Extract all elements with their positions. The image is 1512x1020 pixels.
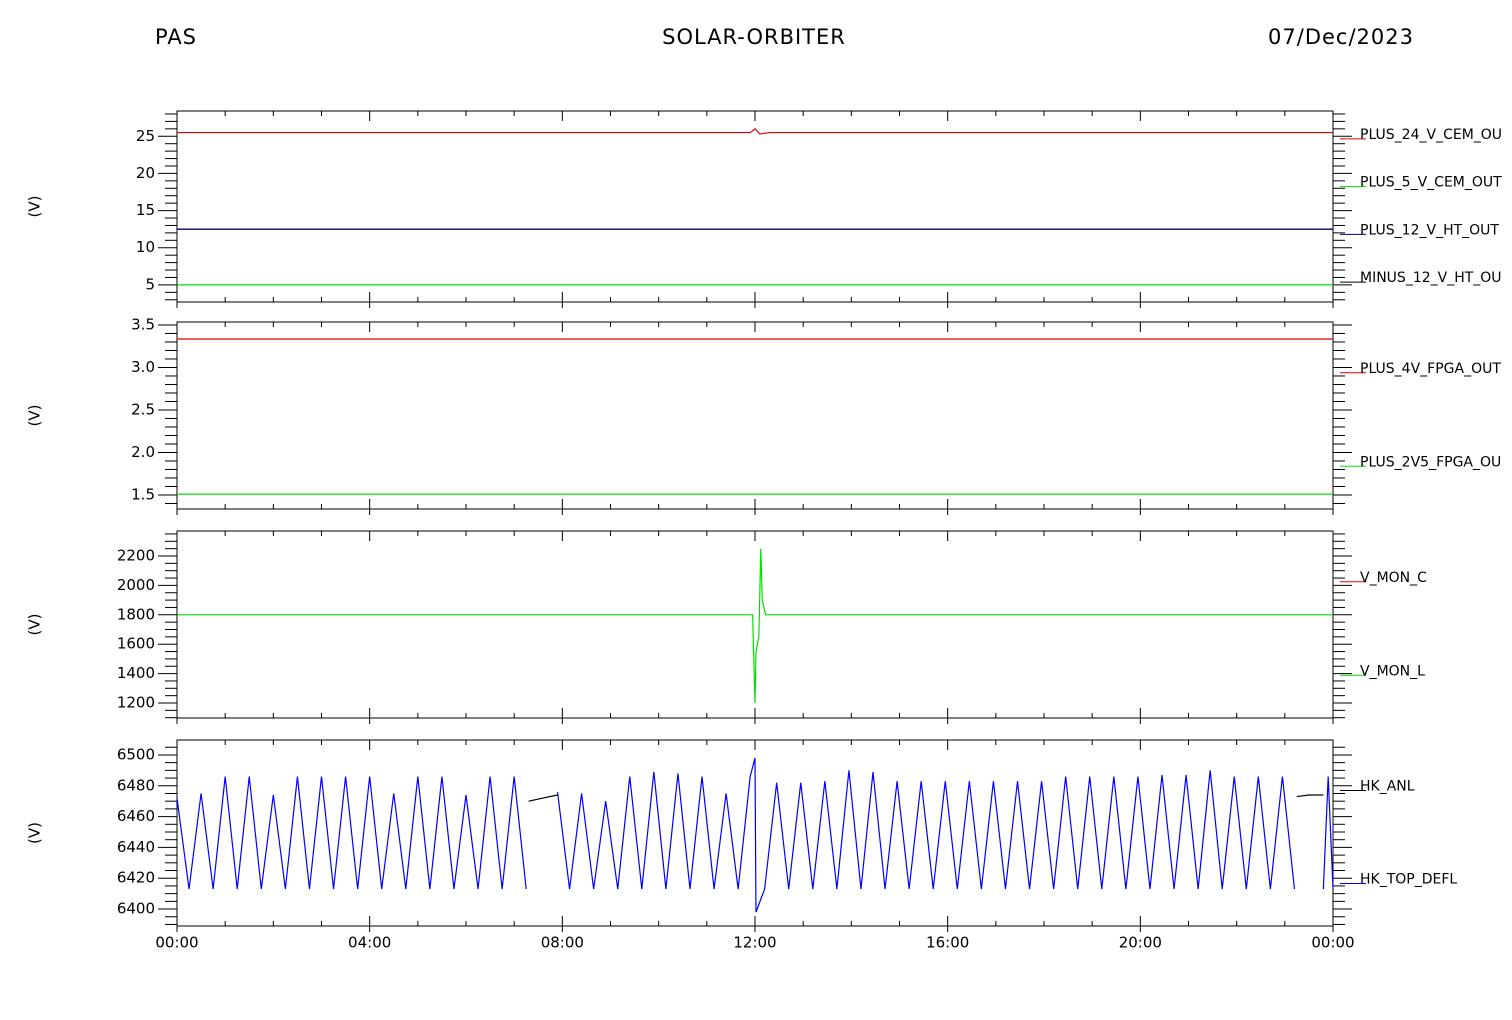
- x-tick-label: 08:00: [541, 934, 584, 952]
- series-line: [528, 794, 1324, 802]
- legend-label: HK_TOP_DEFL: [1360, 872, 1457, 888]
- series-line: [176, 757, 1334, 913]
- y-tick-label: 2000: [117, 576, 155, 594]
- legend-label: PLUS_12_V_HT_OUT: [1360, 222, 1499, 238]
- legend-label: V_MON_C: [1360, 570, 1427, 586]
- legend-label: MINUS_12_V_HT_OU: [1360, 270, 1502, 286]
- y-tick-label: 6420: [117, 869, 155, 887]
- y-tick-label: 10: [136, 238, 155, 256]
- y-tick-label: 2200: [117, 546, 155, 564]
- y-tick-label: 1.5: [131, 485, 155, 503]
- y-tick-label: 6480: [117, 776, 155, 794]
- y-tick-label: 6440: [117, 838, 155, 856]
- y-tick-label: 2.0: [131, 443, 155, 461]
- legend-label: PLUS_2V5_FPGA_OU: [1360, 454, 1501, 470]
- y-tick-label: 6500: [117, 745, 155, 763]
- legend-label: PLUS_5_V_CEM_OUT: [1360, 175, 1502, 191]
- y-tick-label: 25: [136, 127, 155, 145]
- y-tick-label: 6400: [117, 900, 155, 918]
- y-axis-label: (V): [26, 822, 44, 844]
- x-tick-label: 00:00: [155, 934, 198, 952]
- x-tick-label: 00:00: [1311, 934, 1354, 952]
- y-tick-label: 1800: [117, 605, 155, 623]
- y-axis-label: (V): [26, 196, 44, 218]
- y-tick-label: 3.0: [131, 358, 155, 376]
- y-axis-label: (V): [26, 405, 44, 427]
- y-tick-label: 1600: [117, 635, 155, 653]
- y-tick-label: 1400: [117, 664, 155, 682]
- y-axis-label: (V): [26, 614, 44, 636]
- y-tick-label: 6460: [117, 807, 155, 825]
- y-tick-label: 1200: [117, 694, 155, 712]
- x-tick-label: 12:00: [733, 934, 776, 952]
- y-tick-label: 20: [136, 164, 155, 182]
- series-line: [177, 548, 1333, 704]
- y-tick-label: 15: [136, 201, 155, 219]
- header-left: PAS: [155, 25, 197, 49]
- legend-label: PLUS_24_V_CEM_OU: [1360, 127, 1502, 143]
- y-tick-label: 3.5: [131, 315, 155, 333]
- x-tick-label: 16:00: [926, 934, 969, 952]
- y-tick-label: 5: [145, 275, 155, 293]
- x-tick-label: 04:00: [348, 934, 391, 952]
- x-tick-label: 20:00: [1119, 934, 1162, 952]
- series-line: [177, 128, 1333, 135]
- header-date: 07/Dec/2023: [1268, 25, 1414, 49]
- legend-label: PLUS_4V_FPGA_OUT: [1360, 361, 1501, 377]
- legend-label: HK_ANL: [1360, 779, 1415, 795]
- legend-label: V_MON_L: [1360, 663, 1425, 679]
- header-title: SOLAR-ORBITER: [662, 25, 846, 49]
- y-tick-label: 2.5: [131, 400, 155, 418]
